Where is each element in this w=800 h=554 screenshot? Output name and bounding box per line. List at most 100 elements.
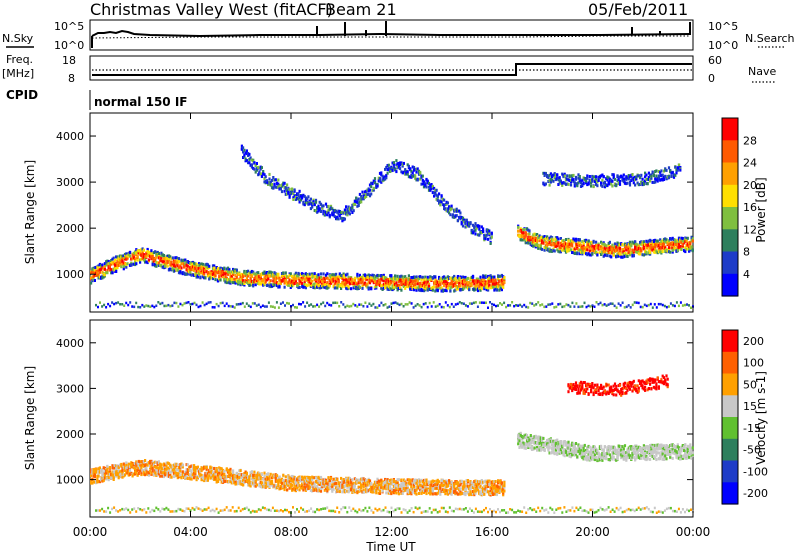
echo-cell (574, 237, 578, 241)
echo-cell (225, 281, 228, 285)
ground-scatter-cell (308, 304, 311, 307)
ground-scatter-cell (615, 306, 618, 309)
echo-cell (123, 262, 127, 265)
echo-cell (232, 473, 235, 477)
echo-cell (264, 477, 267, 481)
echo-cell (345, 278, 348, 282)
echo-cell (174, 266, 177, 270)
echo-cell (278, 278, 281, 282)
echo-cell (102, 471, 105, 475)
echo-cell (102, 275, 105, 279)
echo-cell (404, 275, 407, 279)
echo-cell (233, 281, 236, 284)
ground-scatter-cell (679, 301, 682, 304)
echo-cell (151, 460, 154, 464)
echo-cell (221, 267, 225, 271)
echo-cell (475, 285, 478, 289)
echo-cell (205, 478, 208, 482)
echo-cell (112, 470, 115, 474)
ground-scatter-cell (561, 305, 564, 309)
ground-scatter-cell (553, 306, 556, 309)
echo-cell (444, 280, 447, 284)
echo-cell (174, 472, 177, 476)
echo-cell (409, 168, 412, 172)
ground-scatter-cell (215, 302, 218, 306)
echo-cell (659, 178, 662, 182)
power-ylabel: Slant Range [km] (23, 160, 37, 264)
echo-cell (470, 276, 473, 279)
ground-scatter-cell (157, 301, 160, 304)
echo-cell (399, 163, 402, 167)
echo-cell (155, 466, 158, 469)
echo-cell (260, 482, 263, 486)
echo-cell (190, 477, 193, 481)
echo-cell (459, 288, 462, 291)
echo-cell (627, 246, 630, 249)
echo-cell (664, 240, 667, 244)
echo-cell (490, 231, 493, 235)
echo-cell (103, 473, 106, 477)
echo-cell (352, 202, 355, 206)
echo-cell (421, 284, 424, 287)
echo-cell (463, 276, 466, 280)
echo-cell (226, 280, 230, 284)
echo-cell (479, 277, 482, 281)
echo-cell (307, 277, 310, 281)
ground-scatter-cell (267, 301, 270, 304)
echo-cell (603, 244, 606, 248)
ground-scatter-cell (159, 302, 162, 306)
echo-cell (205, 474, 208, 478)
echo-cell (392, 283, 395, 287)
echo-cell (172, 467, 176, 471)
echo-cell (543, 248, 546, 252)
echo-cell (166, 256, 169, 260)
echo-cell (333, 215, 336, 219)
ground-scatter-cell (99, 301, 101, 304)
echo-cell (358, 285, 361, 289)
echo-cell (151, 257, 154, 261)
echo-cell (475, 226, 478, 230)
echo-cell (191, 475, 194, 478)
echo-cell (95, 265, 98, 269)
echo-cell (321, 284, 324, 287)
echo-cell (234, 477, 237, 481)
echo-cell (378, 283, 382, 287)
echo-cell (324, 273, 328, 277)
echo-cell (116, 473, 119, 477)
echo-cell (254, 275, 257, 279)
echo-cell (350, 277, 353, 281)
echo-cell (632, 176, 635, 180)
echo-cell (146, 261, 149, 265)
echo-cell (206, 474, 209, 478)
echo-cell (218, 471, 221, 475)
echo-cell (670, 237, 673, 241)
echo-cell (226, 479, 230, 483)
echo-cell (343, 282, 346, 286)
echo-cell (459, 276, 462, 280)
echo-cell (258, 473, 261, 477)
ground-scatter-cell (241, 301, 244, 305)
echo-cell (263, 276, 266, 280)
echo-cell (211, 474, 215, 478)
echo-cell (237, 282, 240, 286)
echo-cell (446, 201, 449, 205)
echo-cell (176, 264, 179, 268)
echo-cell (654, 238, 657, 242)
echo-cell (175, 268, 178, 272)
ground-scatter-cell (183, 302, 186, 305)
echo-cell (574, 175, 578, 179)
echo-cell (370, 276, 373, 280)
echo-cell (327, 283, 330, 287)
echo-cell (102, 272, 105, 276)
echo-cell (103, 273, 106, 277)
echo-cell (436, 284, 439, 288)
echo-cell (324, 212, 328, 216)
echo-cell (645, 246, 648, 250)
echo-cell (144, 468, 147, 472)
ground-scatter-cell (169, 304, 172, 308)
echo-cell (558, 176, 561, 180)
echo-cell (476, 233, 480, 237)
echo-cell (461, 218, 465, 222)
ground-scatter-cell (223, 304, 226, 308)
